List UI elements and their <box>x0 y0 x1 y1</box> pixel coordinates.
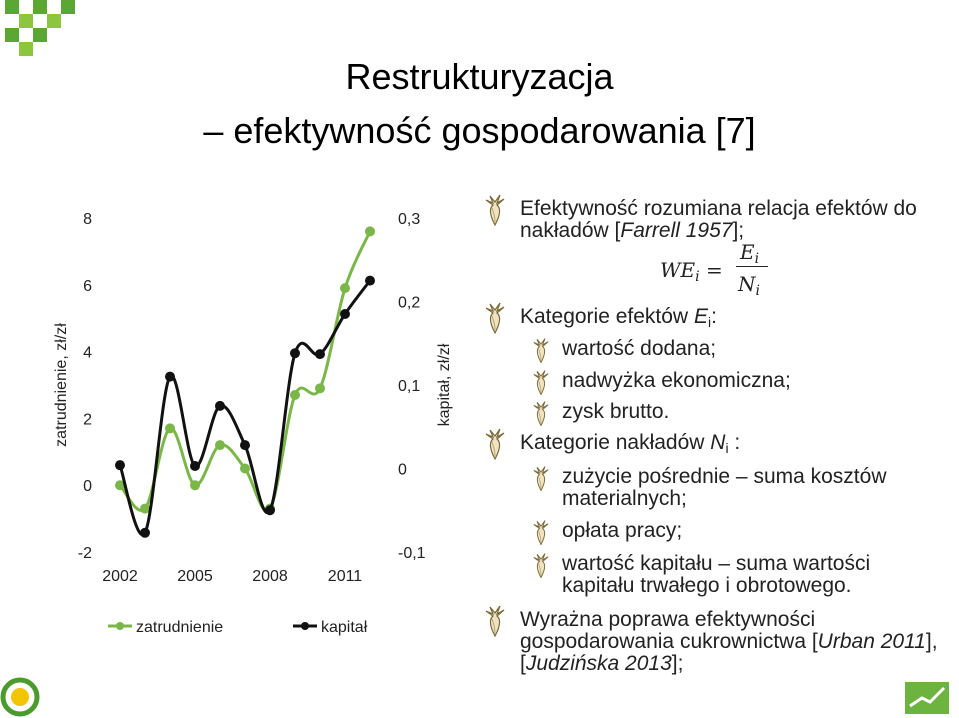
text: Kategorie nakładów <box>520 431 711 454</box>
data-point <box>115 460 125 471</box>
text: Judzińska 2013 <box>525 652 672 675</box>
bullet: Efektywność rozumiana relacja efektów do… <box>485 194 948 242</box>
text: N <box>710 431 726 454</box>
bullet: Wyrażna poprawa efektywności gospodarowa… <box>485 605 948 675</box>
text: : <box>728 431 741 454</box>
text: Efektywność rozumiana relacja efektów do… <box>520 197 917 242</box>
y2-tick-label: -0,1 <box>398 545 426 562</box>
y-tick-label: 8 <box>83 211 92 228</box>
legend-marker <box>301 622 309 630</box>
text: : <box>711 305 717 328</box>
text: E <box>693 305 708 328</box>
text: wartość dodana; <box>562 337 717 360</box>
bullet: zużycie pośrednie – suma kosztów materia… <box>533 465 948 510</box>
formula-text: = <box>706 258 723 282</box>
data-point <box>115 480 125 491</box>
text: i <box>725 440 729 456</box>
text: nadwyżka ekonomiczna; <box>562 369 791 392</box>
y2-tick-label: 0,1 <box>398 378 420 395</box>
formula-text: i <box>695 269 700 285</box>
data-point <box>315 349 325 360</box>
formula-text: i <box>754 251 760 267</box>
formula-text: E <box>740 240 755 264</box>
data-point <box>140 503 150 514</box>
y2-tick-label: 0,2 <box>398 295 420 312</box>
y-tick-label: -2 <box>78 545 92 562</box>
data-point <box>340 309 350 320</box>
text: i <box>707 314 712 330</box>
y-tick-label: 6 <box>83 278 92 295</box>
y-tick-label: 2 <box>83 411 92 428</box>
title: – efektywność gospodarowania [7] <box>203 110 756 151</box>
bullet-icon <box>532 338 550 368</box>
x-tick-label: 2011 <box>328 568 363 585</box>
data-point <box>215 440 225 451</box>
data-point <box>215 400 225 411</box>
data-point <box>140 527 150 538</box>
title: Restrukturyzacja <box>345 56 614 97</box>
bullet: wartość dodana; <box>533 337 948 364</box>
x-tick-label: 2005 <box>177 568 213 585</box>
text: ]; <box>671 652 684 675</box>
data-point <box>365 275 375 286</box>
data-point <box>340 283 350 294</box>
bullet-icon <box>532 520 550 550</box>
bullet-icon <box>484 605 506 642</box>
data-point <box>240 463 250 474</box>
y-axis-label: zatrudnienie, zł/zł <box>53 323 70 447</box>
bullet-icon <box>532 553 550 583</box>
text: Kategorie efektów <box>520 305 694 328</box>
bullet-icon <box>532 466 550 496</box>
legend-label: zatrudnienie <box>136 619 223 636</box>
formula-text: i <box>755 283 760 299</box>
text: zużycie pośrednie – suma kosztów materia… <box>562 465 887 510</box>
legend-marker <box>116 622 124 630</box>
x-tick-label: 2002 <box>102 568 138 585</box>
data-point <box>190 480 200 491</box>
logo <box>5 0 75 56</box>
bullet: nadwyżka ekonomiczna; <box>533 369 948 396</box>
y2-axis-label: kapitał, zł/zł <box>436 343 453 426</box>
bullet: Kategorie nakładów Ni : <box>485 428 948 461</box>
formula-text: N <box>738 272 756 296</box>
text: Wyrażna poprawa efektywności gospodarowa… <box>520 608 818 653</box>
bullet-icon <box>484 194 506 231</box>
bullet: Kategorie efektów Ei: <box>485 302 948 335</box>
y2-tick-label: 0 <box>398 462 407 479</box>
data-point <box>165 371 175 382</box>
text: ], [ <box>520 630 938 675</box>
data-point <box>315 383 325 394</box>
text: Urban 2011 <box>817 630 926 653</box>
data-point <box>165 423 175 434</box>
text: opłata pracy; <box>562 519 683 542</box>
x-tick-label: 2008 <box>252 568 288 585</box>
bullet: opłata pracy; <box>533 519 948 546</box>
y-tick-label: 4 <box>83 345 92 362</box>
bullet-icon <box>532 370 550 400</box>
bullet-icon <box>484 428 506 465</box>
y-tick-label: 0 <box>83 478 92 495</box>
data-point <box>290 348 300 359</box>
formula-text: WE <box>660 258 696 282</box>
text: Farrell 1957 <box>620 219 733 242</box>
bullet: wartość kapitału – suma wartości kapitał… <box>533 552 948 597</box>
text: zysk brutto. <box>562 400 670 423</box>
text: wartość kapitału – suma wartości kapitał… <box>562 552 871 597</box>
y2-tick-label: 0,3 <box>398 211 420 228</box>
bullet: zysk brutto. <box>533 400 948 427</box>
data-point <box>265 505 275 516</box>
series-line <box>118 279 372 537</box>
data-point <box>190 460 200 471</box>
data-point <box>365 226 375 237</box>
bullet-icon <box>484 302 506 339</box>
data-point <box>240 440 250 451</box>
legend-label: kapitał <box>321 619 368 636</box>
text: ]; <box>732 219 745 242</box>
footer-logo <box>0 677 949 717</box>
series-line <box>118 230 372 513</box>
data-point <box>290 390 300 401</box>
bullet-icon <box>532 401 550 431</box>
